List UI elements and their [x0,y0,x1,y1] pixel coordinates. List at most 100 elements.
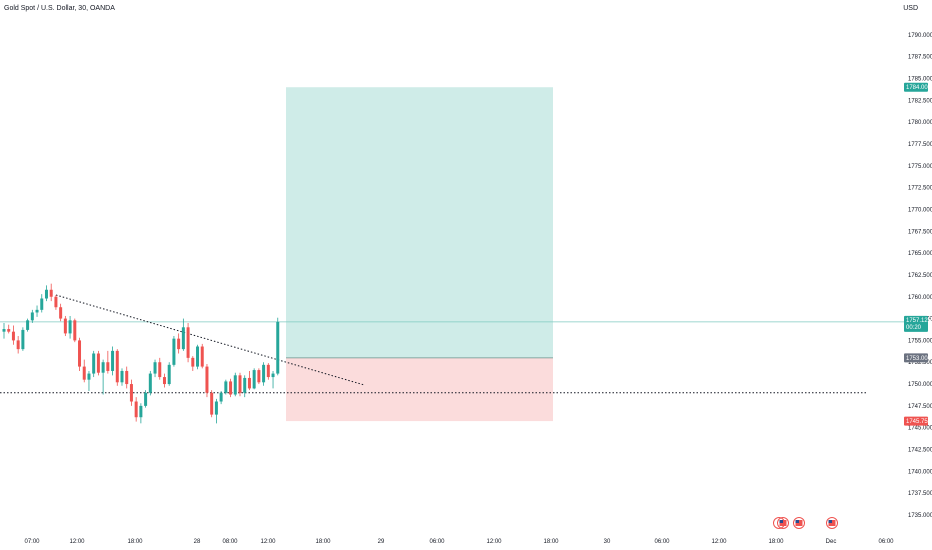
time-tick-label: 12:00 [486,539,502,545]
event-flags [773,517,838,529]
price-tick-label: 1755.000 [908,338,932,344]
candle-body [276,321,280,374]
entry-price-badge-text: 1753.000 [906,356,932,362]
time-tick-label: 06:00 [654,539,670,545]
flag-canton [795,520,799,523]
candle-body [134,401,138,418]
candle-body [26,320,30,330]
entry-price-badge [904,353,928,363]
candle-body [229,381,233,395]
price-tick-label: 1760.000 [908,295,932,301]
candle-body [54,296,58,308]
price-tick-label: 1750.000 [908,382,932,388]
price-tick-label: 1780.000 [908,120,932,126]
candle-body [68,320,72,334]
candle-body [257,370,261,383]
price-tick-label: 1785.000 [908,77,932,83]
candle-body [238,375,242,393]
candle-body [63,318,67,334]
candle-body [271,373,275,378]
candle-body [247,377,251,389]
us-flag-event-icon[interactable] [773,517,785,529]
candle-body [243,377,247,393]
last-price-badge [904,315,928,332]
price-tick-label: 1742.500 [908,448,932,454]
candle-body [82,366,86,380]
last-price-badge-text: 00:20 [906,325,922,331]
time-axis: 07:00 12:00 18:00 28 08:00 12:00 18:00 29 06:00 1… [24,539,894,545]
candle-body [139,405,143,418]
candle-body [158,362,162,378]
price-tick-label: 1740.000 [908,469,932,475]
candle-body [120,370,124,383]
time-tick-label: 18:00 [768,539,784,545]
trend-line[interactable] [55,294,365,386]
candle-body [49,289,53,297]
candle-body [78,340,82,367]
currency-label[interactable]: USD [903,5,918,12]
candle-body [101,362,105,373]
candle-body [96,353,100,373]
price-tick-label: 1767.500 [908,229,932,235]
price-tick-label: 1775.000 [908,164,932,170]
candle-body [11,331,15,341]
candle-body [7,329,11,332]
candle-body [16,340,20,350]
price-tick-label: 1745.000 [908,426,932,432]
target-price-badge-text: 1784.000 [906,85,932,91]
stop-price-badge-text: 1745.757 [906,419,932,425]
candle-body [87,373,91,380]
stop-zone[interactable] [286,357,553,422]
candle-body [2,329,6,332]
time-tick-label: 12:00 [711,539,727,545]
time-tick-label: 18:00 [127,539,143,545]
time-tick-label: 30 [604,539,611,545]
candle-body [35,309,39,313]
price-tick-label: 1782.500 [908,98,932,104]
candle-body [196,346,200,367]
time-tick-label: 06:00 [878,539,894,545]
candle-body [30,312,34,321]
candle-body [167,364,171,385]
price-tick-label: 1735.000 [908,513,932,519]
candle-body [73,320,77,341]
candle-body [59,307,63,319]
price-tick-label: 1737.500 [908,491,932,497]
candle-body [181,327,185,350]
candle-body [172,338,176,365]
time-tick-label: 07:00 [24,539,40,545]
price-tick-label: 1762.500 [908,273,932,279]
candle-body [266,364,270,378]
symbol-title: Gold Spot / U.S. Dollar, 30, OANDA [4,5,115,12]
price-tick-label: 1772.500 [908,186,932,192]
time-tick-label: 18:00 [315,539,331,545]
candles [2,283,280,424]
candle-body [148,373,152,393]
candle-body [21,329,25,350]
time-tick-label: 28 [194,539,201,545]
candle-body [186,327,190,358]
candle-body [262,364,266,383]
candle-body [177,338,181,350]
time-tick-label: 12:00 [260,539,276,545]
time-tick-label: 08:00 [222,539,238,545]
position-zones [286,87,553,422]
candle-body [125,370,129,385]
candle-body [144,392,148,406]
flag-canton [828,520,832,523]
time-tick-label: 18:00 [543,539,559,545]
candle-body [106,362,110,371]
price-tick-label: 1752.500 [908,360,932,366]
candle-body [214,401,218,415]
candle-body [44,289,48,299]
candle-body [153,362,157,374]
candle-body [92,353,96,374]
price-tick-label: 1770.000 [908,207,932,213]
candle-body [129,384,133,402]
candle-body [210,392,214,415]
flag-canton [779,520,783,523]
target-zone[interactable] [286,87,553,358]
price-axis: 1735.000 1737.500 1740.000 1742.500 1745.000… [908,33,932,519]
target-price-badge [904,82,928,92]
